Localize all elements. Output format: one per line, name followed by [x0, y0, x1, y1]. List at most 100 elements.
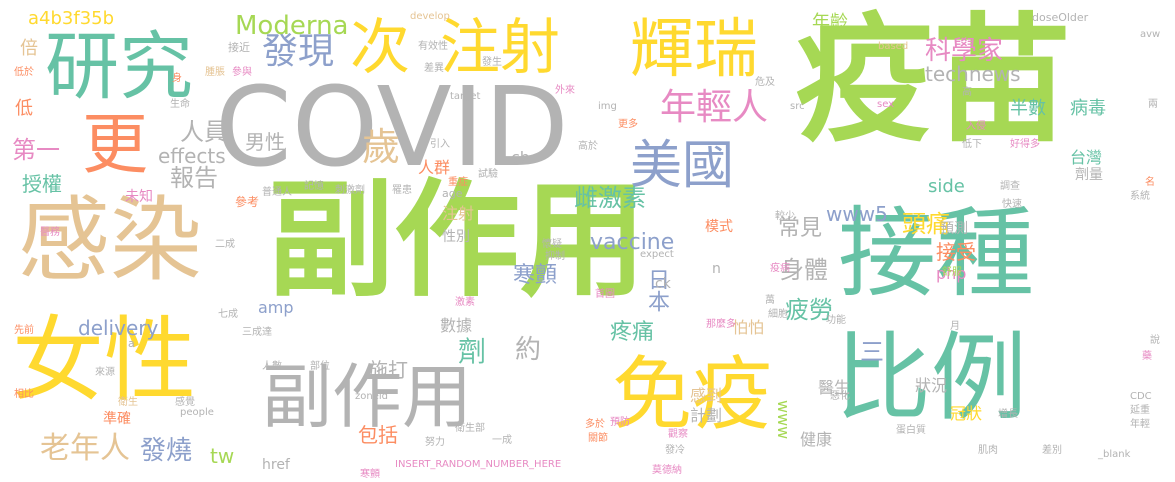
word: 外來	[555, 85, 575, 96]
word: 惡化	[830, 391, 850, 402]
word: 疲勞	[785, 296, 833, 324]
word: 劑	[458, 335, 487, 368]
word: 注射	[442, 204, 475, 223]
word: 三	[860, 338, 884, 366]
word: 細胞	[768, 309, 788, 320]
word: a	[128, 337, 135, 350]
word: 包括	[358, 423, 398, 447]
word: 次	[350, 13, 410, 83]
word: 先前	[14, 325, 34, 336]
word: develop	[410, 11, 450, 22]
word: 參考	[235, 195, 260, 209]
word: 七成	[218, 309, 238, 320]
word: 接近	[228, 41, 250, 54]
word: 美國	[630, 136, 735, 196]
word: 第一	[12, 136, 60, 164]
word: 年輕	[1130, 419, 1150, 430]
word: href	[262, 457, 290, 473]
word: 差異	[424, 63, 444, 74]
word: 劑量	[1075, 167, 1103, 183]
word: 男性	[245, 130, 285, 154]
word: 常見	[778, 216, 823, 241]
word: INSERT_RANDOM_NUMBER_HERE	[395, 459, 562, 470]
word: Moderna	[235, 11, 349, 41]
word: 性別	[442, 229, 470, 245]
word: COVID	[215, 63, 569, 191]
word: 疼痛	[610, 320, 655, 345]
word: zoneid	[355, 391, 388, 402]
word: 快速	[1002, 199, 1022, 210]
word: delivery	[78, 316, 159, 340]
word: 頭痛	[902, 210, 950, 238]
word: 計劃	[690, 406, 723, 425]
word: 低下	[962, 139, 982, 150]
word: 副作用	[268, 167, 646, 314]
word: 年輕人	[660, 87, 769, 128]
word: avw	[1140, 29, 1161, 40]
word: vaccine	[590, 230, 675, 255]
word: 健康	[800, 430, 833, 449]
word: 差別	[1042, 445, 1062, 456]
word: img	[598, 101, 617, 112]
word: 那麼多	[706, 319, 736, 330]
word: 好得多	[1010, 139, 1040, 150]
word: 有效性	[418, 41, 448, 52]
word: 腫脹	[205, 67, 225, 78]
word: 預防	[610, 417, 630, 428]
word: 感覺	[175, 397, 195, 408]
word: 蛋白質	[896, 425, 926, 436]
word: 高於	[578, 141, 598, 152]
word: 三成	[242, 327, 262, 338]
word: 記憶	[304, 181, 324, 192]
word: 名	[1145, 177, 1155, 188]
word: 部位	[310, 361, 330, 372]
word: 注射	[440, 13, 560, 83]
word: 來源	[95, 367, 115, 378]
word: 更	[82, 106, 148, 183]
word: 接種	[838, 197, 1035, 311]
word: 低	[15, 98, 33, 119]
word: n	[712, 261, 721, 277]
word: doseOlder	[1032, 11, 1089, 24]
word: 延重	[1130, 405, 1150, 416]
word: 入侵	[966, 121, 986, 132]
word: 未知	[125, 189, 153, 205]
word: technews	[925, 62, 1021, 86]
word: 疫病	[770, 263, 790, 274]
word: 舒服	[942, 267, 962, 278]
word: 寒顫	[360, 469, 380, 480]
word: tw	[210, 444, 235, 468]
word: 病毒	[1070, 98, 1106, 119]
word: 身	[172, 73, 182, 84]
word: side	[928, 176, 965, 197]
word: 藥	[1142, 351, 1152, 362]
word: 月	[950, 321, 960, 332]
word: based	[878, 41, 909, 52]
word: 激素	[455, 297, 475, 308]
word: 半數	[1010, 98, 1046, 119]
word: ck	[655, 276, 671, 292]
word: 怕怕	[732, 318, 765, 337]
word: 參與	[232, 67, 252, 78]
word: 準確	[103, 411, 131, 427]
word: people	[180, 407, 214, 418]
word: 人員	[180, 118, 228, 146]
word: 系統	[1130, 191, 1150, 202]
word: 衛生	[118, 397, 138, 408]
word: 功能	[826, 315, 846, 326]
word: 發現	[262, 31, 335, 72]
word: 身體	[780, 256, 828, 284]
word: 授權	[22, 172, 62, 196]
word: 二成	[215, 239, 235, 250]
word: 刺激劑	[335, 185, 365, 196]
word: CDC	[1130, 391, 1152, 402]
word: 重症	[448, 177, 468, 188]
word: 寒顫	[513, 263, 558, 288]
word: 相比	[14, 389, 34, 400]
word: 更多	[618, 119, 638, 130]
word: 肌肉	[978, 445, 998, 456]
word: 調查	[1000, 181, 1020, 192]
word: amp	[258, 298, 294, 317]
word: 接受	[936, 240, 976, 264]
